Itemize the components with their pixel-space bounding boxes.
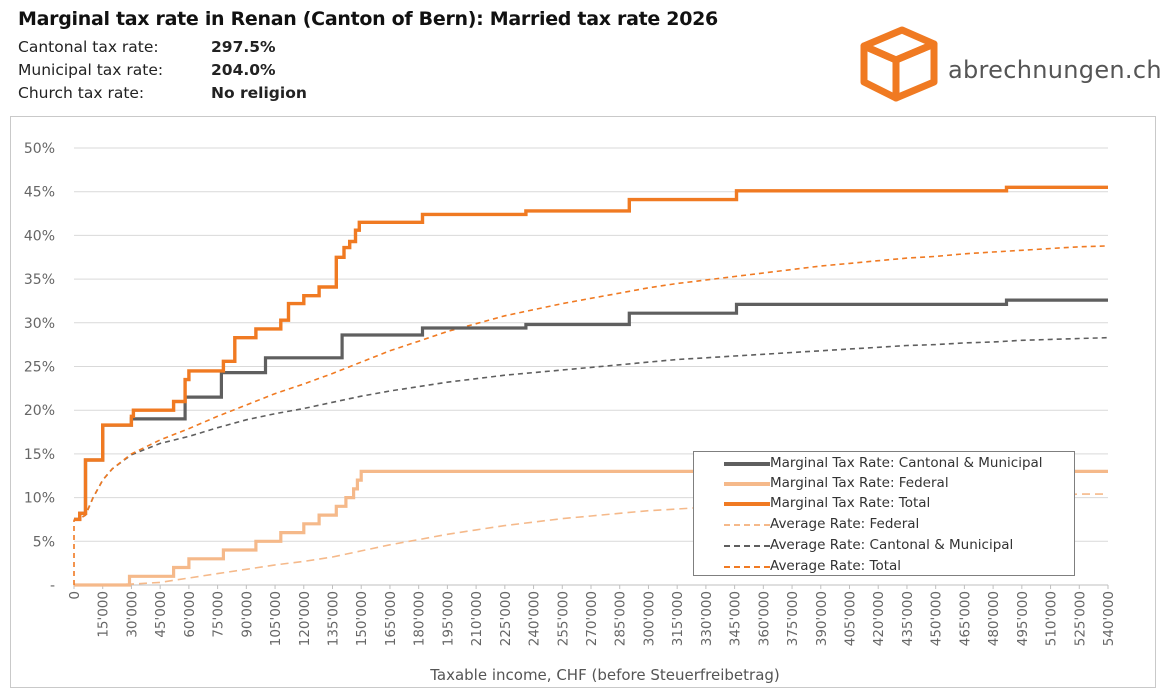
x-tick-label: 120'000	[297, 591, 313, 646]
x-tick-label: 60'000	[182, 591, 198, 638]
x-tick-label: 75'000	[211, 591, 227, 638]
x-tick-label: 375'000	[785, 591, 801, 646]
legend-item-cantonal-average: Average Rate: Cantonal & Municipal	[704, 537, 1072, 557]
legend-item-federal-marginal: Marginal Tax Rate: Federal	[704, 475, 1072, 495]
legend-swatch-total-marginal	[724, 502, 770, 506]
x-tick-label: 435'000	[900, 591, 916, 646]
legend-swatch-total-average	[724, 566, 770, 568]
logo: abrechnungen.ch	[856, 22, 1162, 104]
y-tick-label: 50%	[24, 141, 55, 157]
series-total-average	[73, 245, 1109, 521]
y-tick-label: 20%	[24, 403, 55, 419]
x-tick-label: 390'000	[814, 591, 830, 646]
municipal-rate-value: 204.0%	[211, 61, 276, 79]
chart-frame: - 5% 10% 15% 20% 25% 30% 35% 40% 45% 50% 0 15'000 30'…	[10, 116, 1156, 688]
x-tick-label: 165'000	[383, 591, 399, 646]
cantonal-rate-value: 297.5%	[211, 38, 276, 56]
legend-item-cantonal-marginal: Marginal Tax Rate: Cantonal & Municipal	[704, 455, 1072, 475]
x-tick-label: 0	[67, 591, 83, 600]
legend-label-total-average: Average Rate: Total	[770, 558, 902, 574]
y-tick-label: -	[50, 578, 55, 594]
legend-label-cantonal-marginal: Marginal Tax Rate: Cantonal & Municipal	[770, 455, 1043, 471]
legend-label-federal-marginal: Marginal Tax Rate: Federal	[770, 475, 949, 491]
x-tick-label: 345'000	[728, 591, 744, 646]
y-tick-label: 40%	[24, 228, 55, 244]
box-icon	[860, 26, 938, 102]
x-tick-label: 15'000	[96, 591, 112, 638]
x-tick-label: 225'000	[498, 591, 514, 646]
legend-swatch-cantonal-average	[724, 545, 770, 547]
series-federal-marginal	[74, 469, 1108, 587]
y-tick-label: 35%	[24, 272, 55, 288]
tax-rate-chart: - 5% 10% 15% 20% 25% 30% 35% 40% 45% 50% 0 15'000 30'…	[24, 141, 1117, 684]
x-tick-label: 255'000	[555, 591, 571, 646]
x-tick-label: 90'000	[239, 591, 255, 638]
x-tick-label: 525'000	[1072, 591, 1088, 646]
page-title: Marginal tax rate in Renan (Canton of Be…	[18, 8, 718, 30]
cantonal-rate-label: Cantonal tax rate:	[18, 38, 159, 56]
x-tick-label: 285'000	[613, 591, 629, 646]
x-tick-label: 30'000	[124, 591, 140, 638]
x-tick-label: 315'000	[670, 591, 686, 646]
x-tick-label: 150'000	[354, 591, 370, 646]
x-tick-label: 180'000	[412, 591, 428, 646]
legend-label-federal-average: Average Rate: Federal	[770, 516, 920, 532]
x-tick-label: 540'000	[1101, 591, 1117, 646]
header: Marginal tax rate in Renan (Canton of Be…	[0, 0, 1167, 112]
x-tick-label: 240'000	[527, 591, 543, 646]
x-tick-label: 450'000	[929, 591, 945, 646]
legend-swatch-federal-average	[724, 524, 770, 526]
x-tick-label: 360'000	[756, 591, 772, 646]
x-tick-label: 45'000	[153, 591, 169, 638]
x-tick-label: 330'000	[699, 591, 715, 646]
x-tick-label: 510'000	[1044, 591, 1060, 646]
legend-label-cantonal-average: Average Rate: Cantonal & Municipal	[770, 537, 1014, 553]
logo-text: abrechnungen.ch	[948, 56, 1162, 84]
x-tick-label: 135'000	[326, 591, 342, 646]
legend-item-total-marginal: Marginal Tax Rate: Total	[704, 495, 1072, 515]
legend-swatch-federal-marginal	[724, 482, 770, 486]
x-tick-label: 300'000	[641, 591, 657, 646]
legend-item-federal-average: Average Rate: Federal	[704, 516, 1072, 536]
legend-swatch-cantonal-marginal	[724, 462, 770, 466]
y-tick-label: 30%	[24, 316, 55, 332]
series-total-marginal	[74, 185, 1108, 522]
y-tick-label: 15%	[24, 447, 55, 463]
x-tick-label: 405'000	[843, 591, 859, 646]
legend-label-total-marginal: Marginal Tax Rate: Total	[770, 495, 931, 511]
x-tick-label: 195'000	[440, 591, 456, 646]
y-tick-label: 25%	[24, 360, 55, 376]
x-tick-label: 420'000	[871, 591, 887, 646]
series-cantonal-average	[73, 336, 1109, 521]
x-axis-title: Taxable income, CHF (before Steuerfreibe…	[429, 666, 780, 684]
municipal-rate-label: Municipal tax rate:	[18, 61, 164, 79]
x-tick-label: 270'000	[584, 591, 600, 646]
chart-legend: Marginal Tax Rate: Cantonal & Municipal …	[693, 451, 1075, 576]
church-rate-value: No religion	[211, 84, 307, 102]
x-tick-label: 480'000	[986, 591, 1002, 646]
x-tick-label: 495'000	[1015, 591, 1031, 646]
church-rate-label: Church tax rate:	[18, 84, 145, 102]
y-tick-label: 45%	[24, 185, 55, 201]
legend-item-total-average: Average Rate: Total	[704, 558, 1072, 578]
x-tick-label: 210'000	[469, 591, 485, 646]
x-tick-label: 105'000	[268, 591, 284, 646]
x-tick-label: 465'000	[957, 591, 973, 646]
y-tick-label: 5%	[33, 534, 55, 550]
y-tick-label: 10%	[24, 491, 55, 507]
